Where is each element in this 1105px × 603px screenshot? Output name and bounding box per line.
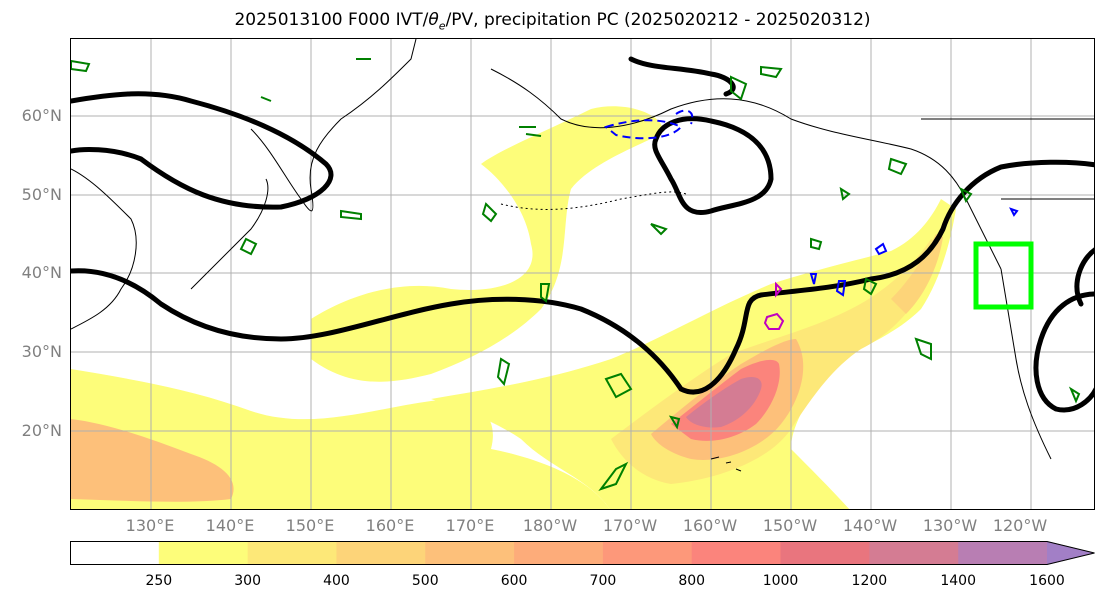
- lon-label-160w: 160°W: [682, 516, 738, 535]
- coastline-hawaii: [710, 456, 742, 472]
- pv-contour-bering: [628, 56, 736, 97]
- ivt-contour-5: [519, 126, 542, 137]
- ivt-contour-11: [730, 75, 748, 101]
- colorbar-segment: [70, 541, 160, 565]
- ivt-contour-2: [260, 58, 371, 221]
- theta-e-blue-2: [809, 273, 818, 285]
- coastline-kamchatka: [250, 39, 417, 212]
- map-panel: [70, 38, 1095, 510]
- colorbar-segment: [336, 541, 426, 565]
- precip-band-southwest-orange: [71, 419, 234, 502]
- ivt-contour-8: [604, 372, 633, 399]
- theta-e-magenta-1: [763, 312, 785, 330]
- colorbar-segment: [158, 541, 249, 565]
- lon-label-150e: 150°E: [285, 516, 335, 535]
- coastline-asia: [71, 168, 137, 330]
- pv-contour-east-cutoff: [1033, 291, 1094, 413]
- colorbar-segment: [247, 541, 337, 565]
- colorbar-tick-label: 800: [678, 573, 706, 589]
- figure-title: 2025013100 F000 IVT/θe/PV, precipitation…: [234, 10, 871, 33]
- precip-band-atmospheric-river: [311, 106, 663, 382]
- colorbar-extension: [1047, 541, 1095, 565]
- colorbar-segment: [780, 541, 870, 565]
- precip-band-core-4: [686, 377, 762, 428]
- colorbar-tick-label: 1000: [762, 573, 799, 589]
- ivt-contour-19: [1068, 386, 1081, 404]
- lat-label-30n: 30°N: [21, 342, 62, 361]
- ivt-contour-16: [839, 186, 851, 201]
- ivt-contour-6: [540, 283, 551, 303]
- theta-e-magenta-2: [775, 281, 783, 298]
- ivt-contour-1: [71, 59, 91, 73]
- colorbar-tick-label: 1600: [1029, 573, 1065, 589]
- theta-e-blue-3: [835, 280, 847, 297]
- lon-label-130w: 130°W: [922, 516, 978, 535]
- coastline-japan: [190, 178, 269, 290]
- ivt-contours: [71, 58, 1081, 491]
- colorbar-tick-label: 500: [411, 573, 439, 589]
- ivt-contour-9: [598, 461, 629, 491]
- lon-label-150w: 150°W: [762, 516, 818, 535]
- ivt-contour-13: [810, 237, 823, 251]
- theta-e-blue-1: [874, 242, 888, 256]
- region-highlight-box: [973, 241, 1034, 310]
- ivt-contour-10: [650, 223, 668, 236]
- theta-e-blue-4: [1009, 207, 1019, 217]
- pv-contour-main: [71, 159, 1094, 395]
- theta-e-contours: [603, 109, 1019, 330]
- precip-band-northeast-orange: [891, 234, 943, 314]
- lon-label-170e: 170°E: [445, 516, 495, 535]
- graticule: [71, 39, 1094, 509]
- theta-e-dashed-alaska-2: [675, 109, 694, 125]
- pv-contours: [71, 56, 1094, 413]
- colorbar-tick-label: 250: [145, 573, 173, 589]
- lat-label-50n: 50°N: [21, 185, 62, 204]
- lon-label-180w: 180°W: [522, 516, 578, 535]
- colorbar-tick-label: 1200: [851, 573, 888, 589]
- ivt-contour-18: [959, 186, 973, 204]
- coastline-aleutians: [500, 191, 687, 210]
- colorbar-segment: [602, 541, 693, 565]
- map-canvas: [71, 39, 1094, 509]
- lon-label-130e: 130°E: [125, 516, 175, 535]
- ivt-contour-3: [239, 237, 258, 256]
- colorbar-segment: [869, 541, 959, 565]
- lon-label-170w: 170°W: [602, 516, 658, 535]
- pv-contour-north: [71, 91, 334, 210]
- lat-label-60n: 60°N: [21, 106, 62, 125]
- ivt-contour-4: [481, 202, 498, 223]
- precipitation-shading: [71, 106, 956, 509]
- colorbar: [70, 541, 1095, 565]
- pv-contour-far-east: [1074, 247, 1094, 307]
- colorbar-tick-label: 300: [234, 573, 261, 589]
- colorbar-segment: [514, 541, 604, 565]
- lat-label-40n: 40°N: [21, 263, 62, 282]
- border-canada-us: [921, 118, 1094, 200]
- colorbar-segment: [691, 541, 782, 565]
- colorbar-segment: [958, 541, 1048, 565]
- colorbar-outline: [70, 541, 1095, 565]
- ivt-contour-14: [862, 277, 878, 296]
- lon-label-160e: 160°E: [365, 516, 415, 535]
- pv-contour-alaska-gulf: [652, 116, 774, 215]
- coastline-north-america: [1000, 268, 1052, 460]
- ivt-contour-15: [914, 337, 932, 361]
- lon-label-120w: 120°W: [992, 516, 1048, 535]
- colorbar-segment: [425, 541, 515, 565]
- lat-label-20n: 20°N: [21, 421, 62, 440]
- lon-label-140w: 140°W: [842, 516, 898, 535]
- colorbar-tick-label: 400: [323, 573, 350, 589]
- colorbar-tick-label: 600: [500, 573, 528, 589]
- colorbar-tick-label: 1400: [940, 573, 976, 589]
- ivt-contour-17: [887, 157, 908, 176]
- ivt-contour-12: [760, 65, 783, 79]
- lon-label-140e: 140°E: [205, 516, 255, 535]
- ivt-contour-7: [496, 357, 511, 387]
- colorbar-tick-label: 700: [589, 573, 617, 589]
- ivt-contour-20: [668, 415, 681, 430]
